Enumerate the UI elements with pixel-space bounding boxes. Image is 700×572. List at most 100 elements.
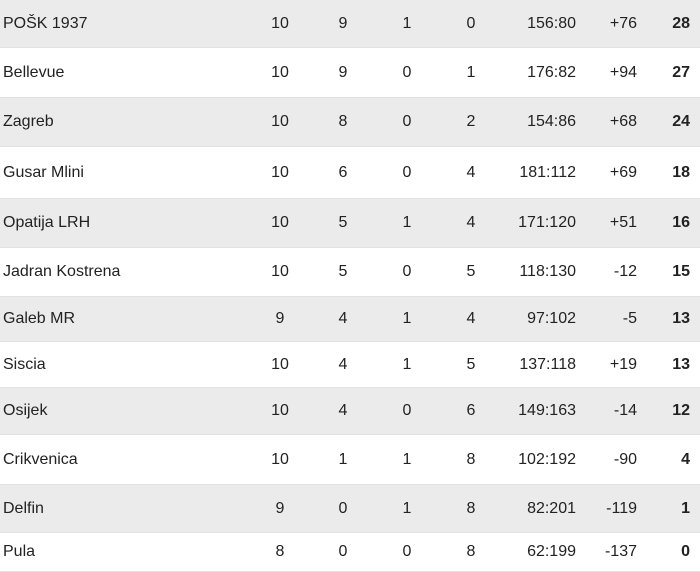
played: 10 [271,63,289,81]
team-name: Opatija LRH [3,214,91,231]
team-name: Siscia [3,355,46,373]
wins: 6 [338,163,348,181]
team-name: Osijek [3,402,48,419]
table-row: Opatija LRH 10 5 1 4 171:120 +51 16 [0,199,700,248]
points: 4 [681,450,690,468]
team-name: Pula [3,543,36,560]
played: 10 [271,113,289,130]
wins: 0 [338,499,348,517]
played: 9 [275,310,285,327]
losses: 8 [466,450,476,468]
team-name: Crikvenica [3,450,78,468]
goal-difference: -137 [604,543,637,560]
wins: 0 [338,543,348,560]
losses: 2 [466,113,476,130]
score: 118:130 [519,263,576,280]
played: 9 [275,499,285,517]
played: 8 [275,543,285,560]
losses: 4 [466,214,476,231]
table-row: Osijek 10 4 0 6 149:163 -14 12 [0,388,700,435]
goal-difference: -119 [606,499,637,517]
team-name: Jadran Kostrena [3,263,121,280]
table-row: Gusar Mlini 10 6 0 4 181:112 +69 18 [0,147,700,199]
score: 102:192 [518,450,576,468]
draws: 1 [402,14,412,32]
table-row: Pula 8 0 0 8 62:199 -137 0 [0,533,700,572]
wins: 5 [338,263,348,280]
points: 18 [672,163,690,181]
score: 149:163 [518,402,576,419]
draws: 1 [402,355,412,373]
table-row: Bellevue 10 9 0 1 176:82 +94 27 [0,48,700,98]
score: 62:199 [527,543,576,560]
score: 171:120 [518,214,576,231]
goal-difference: +94 [609,63,637,81]
wins: 9 [338,14,348,32]
played: 10 [271,163,289,181]
draws: 1 [402,310,412,327]
draws: 0 [402,263,412,280]
score: 181:112 [519,163,576,181]
table-row: Zagreb 10 8 0 2 154:86 +68 24 [0,98,700,147]
wins: 4 [338,310,348,327]
played: 10 [271,214,289,231]
table-row: POŠK 1937 10 9 1 0 156:80 +76 28 [0,0,700,48]
points: 1 [681,499,690,517]
goal-difference: +51 [609,214,637,231]
table-row: Galeb MR 9 4 1 4 97:102 -5 13 [0,297,700,342]
goal-difference: -12 [613,263,637,280]
draws: 0 [402,63,412,81]
points: 13 [672,355,690,373]
score: 97:102 [527,310,576,327]
score: 156:80 [527,14,576,32]
points: 12 [672,402,690,419]
played: 10 [271,355,289,373]
team-name: Bellevue [3,63,65,81]
played: 10 [271,263,289,280]
points: 24 [672,113,690,130]
goal-difference: -14 [613,402,637,419]
wins: 4 [338,402,348,419]
draws: 0 [402,402,412,419]
table-row: Siscia 10 4 1 5 137:118 +19 13 [0,342,700,388]
points: 28 [672,14,690,32]
points: 16 [672,214,690,231]
table-row: Crikvenica 10 1 1 8 102:192 -90 4 [0,435,700,485]
played: 10 [271,402,289,419]
draws: 0 [402,543,412,560]
draws: 1 [402,450,412,468]
losses: 0 [466,14,476,32]
score: 154:86 [527,113,576,130]
losses: 8 [466,499,476,517]
wins: 5 [338,214,348,231]
losses: 6 [466,402,476,419]
team-name: Gusar Mlini [3,163,84,181]
losses: 4 [466,310,476,327]
score: 82:201 [527,499,576,517]
points: 13 [672,310,690,327]
played: 10 [271,450,289,468]
team-name: POŠK 1937 [3,14,88,32]
draws: 1 [402,214,412,231]
table-row: Delfin 9 0 1 8 82:201 -119 1 [0,485,700,533]
score: 137:118 [519,355,576,373]
wins: 1 [338,450,348,468]
wins: 8 [338,113,348,130]
draws: 0 [402,163,412,181]
points: 0 [681,543,690,560]
table-row: Jadran Kostrena 10 5 0 5 118:130 -12 15 [0,248,700,297]
losses: 8 [466,543,476,560]
losses: 5 [466,355,476,373]
goal-difference: +76 [609,14,637,32]
goal-difference: +69 [609,163,637,181]
score: 176:82 [527,63,576,81]
losses: 5 [466,263,476,280]
team-name: Delfin [3,499,44,517]
losses: 4 [466,163,476,181]
goal-difference: -5 [622,310,637,327]
draws: 0 [402,113,412,130]
wins: 4 [338,355,348,373]
goal-difference: +68 [609,113,637,130]
team-name: Zagreb [3,113,54,130]
